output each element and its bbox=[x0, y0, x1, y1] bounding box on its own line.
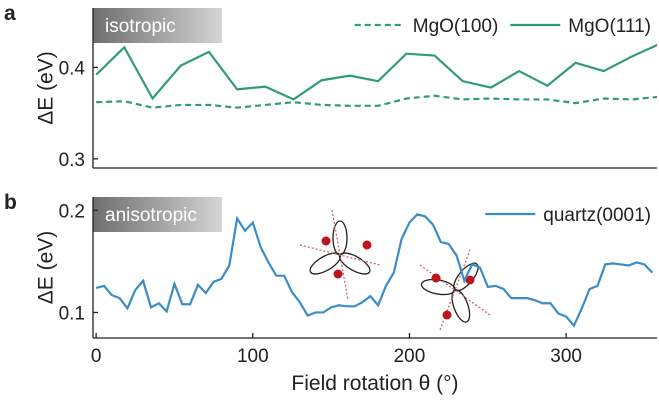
y-tick-label: 0.2 bbox=[59, 201, 85, 222]
y-tick-label: 0.3 bbox=[59, 150, 85, 171]
panel-tag: isotropic bbox=[105, 16, 176, 37]
plot-lines bbox=[95, 43, 657, 109]
panel-tag-box bbox=[93, 197, 222, 232]
plot-lines bbox=[95, 213, 654, 328]
x-tick-label: 200 bbox=[394, 346, 426, 367]
y-axis-label: ΔE (eV) bbox=[35, 51, 58, 125]
y-tick-label: 0.4 bbox=[59, 58, 86, 79]
molecule-icons bbox=[299, 209, 491, 331]
x-axis-label: Field rotation θ (°) bbox=[291, 372, 458, 395]
x-tick-label: 0 bbox=[91, 346, 102, 367]
panel-label: a bbox=[4, 2, 16, 25]
data-line bbox=[95, 43, 657, 101]
panel-label: b bbox=[4, 191, 17, 214]
panel-tag: anisotropic bbox=[105, 205, 197, 226]
panel-tag-box bbox=[93, 8, 222, 43]
data-line bbox=[95, 213, 654, 328]
legend-label: MgO(111) bbox=[568, 16, 651, 37]
legend-label: MgO(100) bbox=[413, 16, 499, 37]
y-axis-label: ΔE (eV) bbox=[35, 231, 58, 305]
y-tick-label: 0.1 bbox=[59, 303, 85, 324]
x-tick-label: 100 bbox=[237, 346, 269, 367]
data-line bbox=[96, 94, 657, 109]
x-tick-label: 300 bbox=[550, 346, 582, 367]
legend-label: quartz(0001) bbox=[543, 205, 651, 226]
